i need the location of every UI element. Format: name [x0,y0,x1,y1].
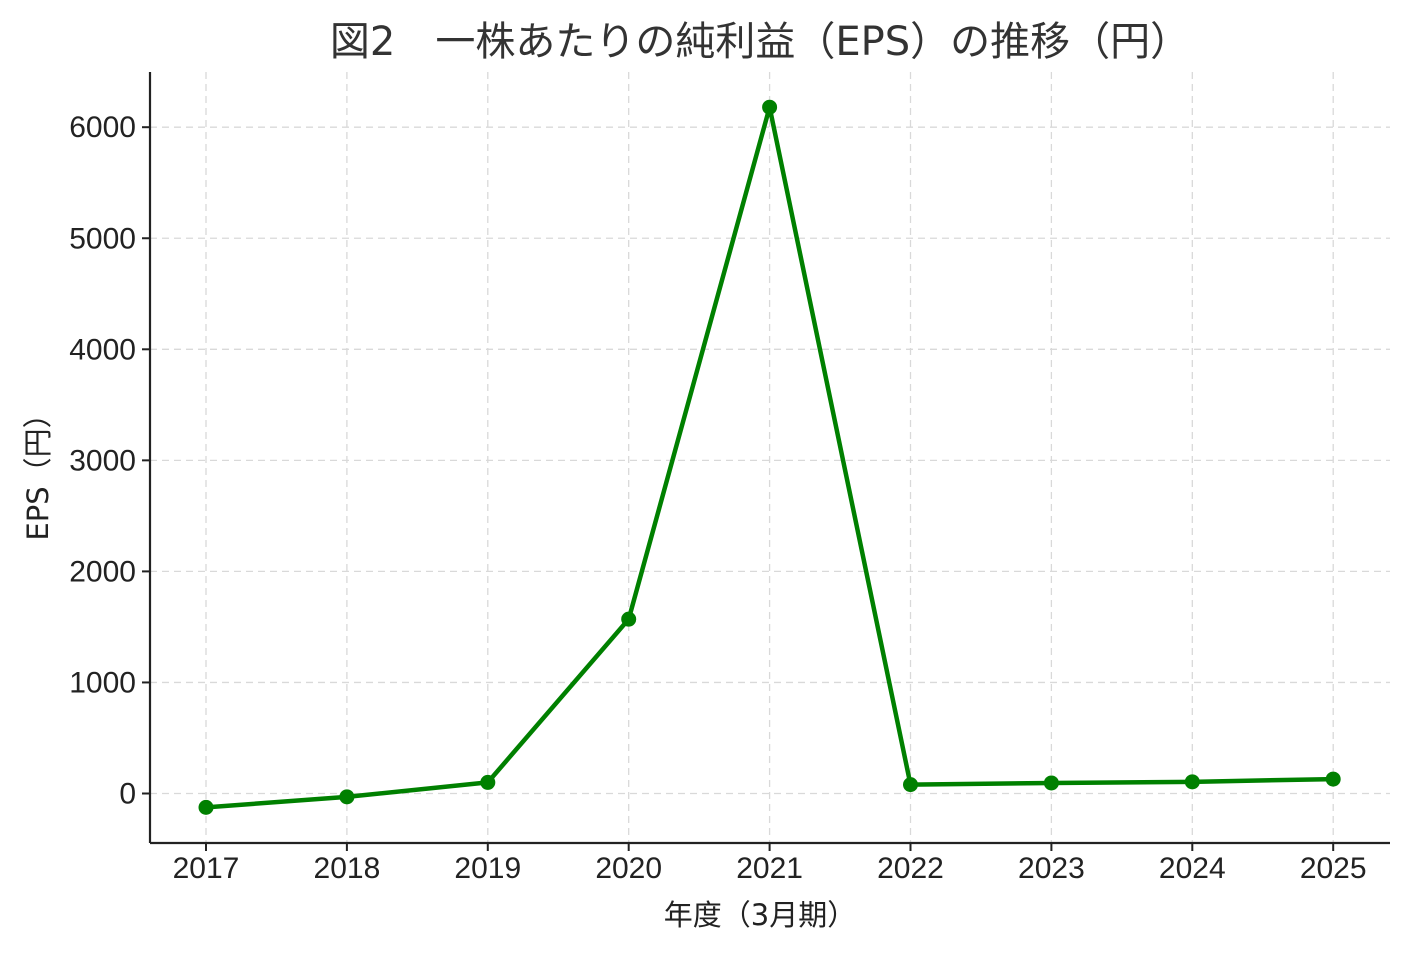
chart-title: 図2 一株あたりの純利益（EPS）の推移（円） [330,19,1190,65]
y-tick-label: 0 [119,778,136,811]
x-tick-label: 2024 [1159,852,1226,885]
x-tick-label: 2020 [595,852,662,885]
y-axis-label: EPS（円） [21,399,55,540]
x-tick-label: 2018 [314,852,381,885]
data-point-2020 [621,611,637,627]
x-axis-ticks: 2017 2018 2019 2020 2021 2022 2023 2024 2025 [173,843,1367,885]
x-tick-label: 2019 [454,852,521,885]
y-axis-ticks: 0 1000 2000 3000 4000 5000 6000 [69,111,150,811]
data-point-2022 [903,777,918,793]
y-tick-label: 6000 [69,111,136,144]
data-point-2025 [1325,771,1341,787]
data-point-2024 [1184,774,1200,790]
data-point-2017 [198,799,214,815]
series-layer [198,99,1341,815]
y-tick-label: 2000 [69,555,136,588]
y-tick-label: 5000 [69,222,136,255]
x-tick-label: 2023 [1018,852,1085,885]
x-tick-label: 2022 [877,852,944,885]
data-point-2021 [762,99,778,115]
x-axis-label: 年度（3月期） [664,898,856,932]
x-tick-label: 2017 [173,852,240,885]
data-point-2019 [480,774,496,790]
y-tick-label: 1000 [69,666,136,699]
y-tick-label: 3000 [69,444,136,477]
data-point-2023 [1043,775,1059,791]
x-tick-label: 2025 [1300,852,1367,885]
x-tick-label: 2021 [736,852,803,885]
grid-lines [150,72,1390,843]
data-point-2018 [339,789,355,805]
y-tick-label: 4000 [69,333,136,366]
